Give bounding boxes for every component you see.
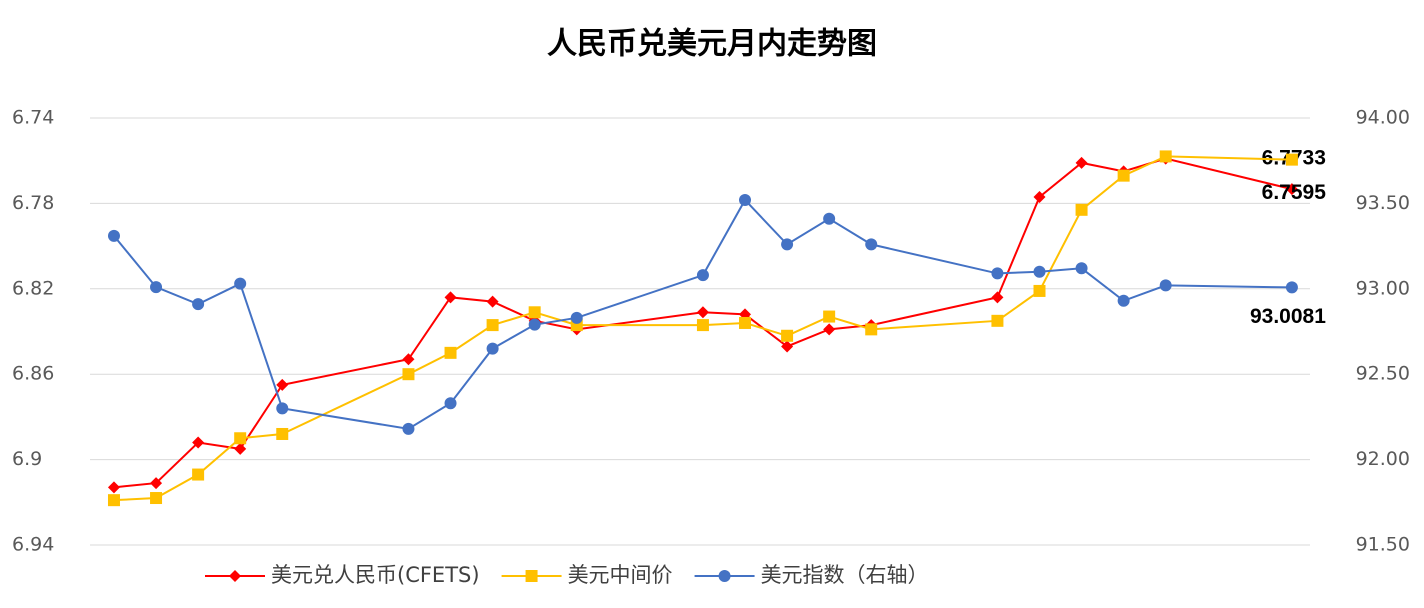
- point: [739, 316, 752, 329]
- point: [1075, 156, 1088, 169]
- point: [865, 238, 878, 251]
- y2-tick-label: 93.00: [1356, 277, 1410, 299]
- legend-marker: [229, 570, 241, 582]
- point: [192, 298, 205, 311]
- y-tick-label: 6.78: [12, 192, 54, 214]
- point: [192, 468, 205, 481]
- point: [823, 323, 836, 336]
- point: [486, 295, 499, 308]
- point: [486, 319, 499, 332]
- point: [865, 323, 878, 336]
- point: [276, 427, 289, 440]
- point: [276, 402, 289, 415]
- legend-label: 美元指数（右轴）: [761, 563, 929, 587]
- point: [781, 340, 794, 353]
- point: [150, 281, 163, 294]
- point: [528, 318, 541, 331]
- point: [781, 238, 794, 251]
- y2-tick-label: 92.00: [1356, 448, 1410, 470]
- point: [1285, 281, 1298, 294]
- point: [150, 492, 163, 505]
- point: [444, 291, 457, 304]
- point: [1075, 262, 1088, 275]
- point: [192, 436, 205, 449]
- point: [276, 378, 289, 391]
- y-tick-label: 6.94: [12, 534, 54, 556]
- point: [234, 277, 247, 290]
- legend-label: 美元中间价: [568, 563, 673, 587]
- point: [234, 432, 247, 445]
- point: [107, 494, 120, 507]
- point: [1159, 150, 1172, 163]
- point: [739, 193, 752, 206]
- y2-tick-label: 92.50: [1356, 363, 1410, 385]
- point: [696, 269, 709, 282]
- point: [1117, 169, 1130, 182]
- y-tick-label: 6.82: [12, 277, 54, 299]
- point: [991, 314, 1004, 327]
- chart-title: 人民币兑美元月内走势图: [547, 27, 877, 62]
- point: [1159, 279, 1172, 292]
- point: [528, 306, 541, 319]
- y2-tick-label: 94.00: [1356, 107, 1410, 129]
- point: [402, 422, 415, 435]
- y2-tick-label: 93.50: [1356, 192, 1410, 214]
- point: [823, 310, 836, 323]
- point: [150, 477, 163, 490]
- point: [696, 306, 709, 319]
- legend-label: 美元兑人民币(CFETS): [271, 563, 480, 587]
- point: [1075, 203, 1088, 216]
- point: [1033, 284, 1046, 297]
- point: [107, 481, 120, 494]
- point: [781, 329, 794, 342]
- data-label: 93.0081: [1250, 305, 1326, 328]
- point: [444, 346, 457, 359]
- point: [1285, 153, 1298, 166]
- legend-marker: [525, 570, 538, 582]
- point: [1117, 294, 1130, 307]
- point: [486, 342, 499, 355]
- point: [1033, 190, 1046, 203]
- y-tick-label: 6.86: [12, 363, 54, 385]
- data-label: 6.7595: [1262, 181, 1327, 204]
- point: [1285, 183, 1298, 196]
- point: [107, 229, 120, 242]
- legend-marker: [718, 570, 731, 582]
- point: [402, 368, 415, 381]
- point: [991, 267, 1004, 280]
- point: [570, 311, 583, 324]
- y2-tick-label: 91.50: [1356, 534, 1410, 556]
- point: [444, 397, 457, 410]
- y-tick-label: 6.74: [12, 107, 54, 129]
- point: [696, 319, 709, 332]
- point: [234, 442, 247, 455]
- point: [823, 212, 836, 225]
- point: [402, 353, 415, 366]
- point: [1033, 265, 1046, 278]
- y-tick-label: 6.9: [12, 448, 42, 470]
- point: [991, 291, 1004, 304]
